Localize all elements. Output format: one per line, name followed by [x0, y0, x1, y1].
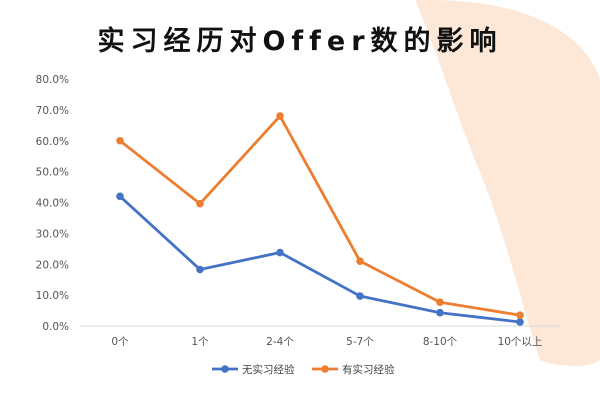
data-point	[516, 318, 524, 326]
y-tick-label: 40.0%	[36, 198, 69, 210]
y-tick-label: 70.0%	[36, 105, 69, 117]
chart-title: 实习经历对Offer数的影响	[97, 25, 502, 57]
series-line	[118, 114, 522, 317]
data-point	[436, 298, 444, 307]
data-point	[356, 292, 364, 300]
legend-label: 有实习经验	[342, 363, 395, 376]
legend-marker	[321, 365, 329, 373]
y-tick-label: 50.0%	[36, 167, 69, 179]
x-tick-label: 5-7个	[346, 336, 374, 348]
legend-marker	[221, 365, 229, 373]
background-decoration	[415, 0, 600, 366]
series-layer	[116, 112, 524, 326]
y-tick-label: 20.0%	[36, 259, 69, 271]
y-tick-label: 80.0%	[36, 74, 69, 86]
data-point	[436, 308, 444, 317]
data-point	[276, 248, 284, 257]
x-axis: 0个 1个 2-4个 5-7个 8-10个 10个以上	[111, 336, 542, 348]
data-point	[196, 199, 204, 208]
x-tick-label: 8-10个	[423, 336, 458, 348]
y-axis: 0.0% 10.0% 20.0% 30.0% 40.0% 50.0% 60.0% 70.0% 8…	[36, 74, 69, 333]
y-tick-label: 0.0%	[42, 321, 69, 333]
x-tick-label: 10个以上	[498, 336, 543, 348]
series-line	[118, 194, 522, 324]
data-point	[516, 311, 524, 319]
y-tick-label: 30.0%	[36, 228, 69, 240]
x-tick-label: 0个	[111, 336, 129, 348]
data-point	[196, 265, 204, 274]
data-point	[116, 136, 124, 145]
x-tick-label: 1个	[191, 336, 209, 348]
y-tick-label: 10.0%	[36, 290, 69, 302]
legend-label: 无实习经验	[242, 363, 295, 376]
y-tick-label: 60.0%	[36, 136, 69, 148]
legend: 无实习经验 有实习经验	[212, 363, 395, 376]
x-tick-label: 2-4个	[266, 336, 294, 348]
data-point	[116, 192, 124, 201]
data-point	[276, 112, 284, 120]
data-point	[356, 257, 364, 265]
